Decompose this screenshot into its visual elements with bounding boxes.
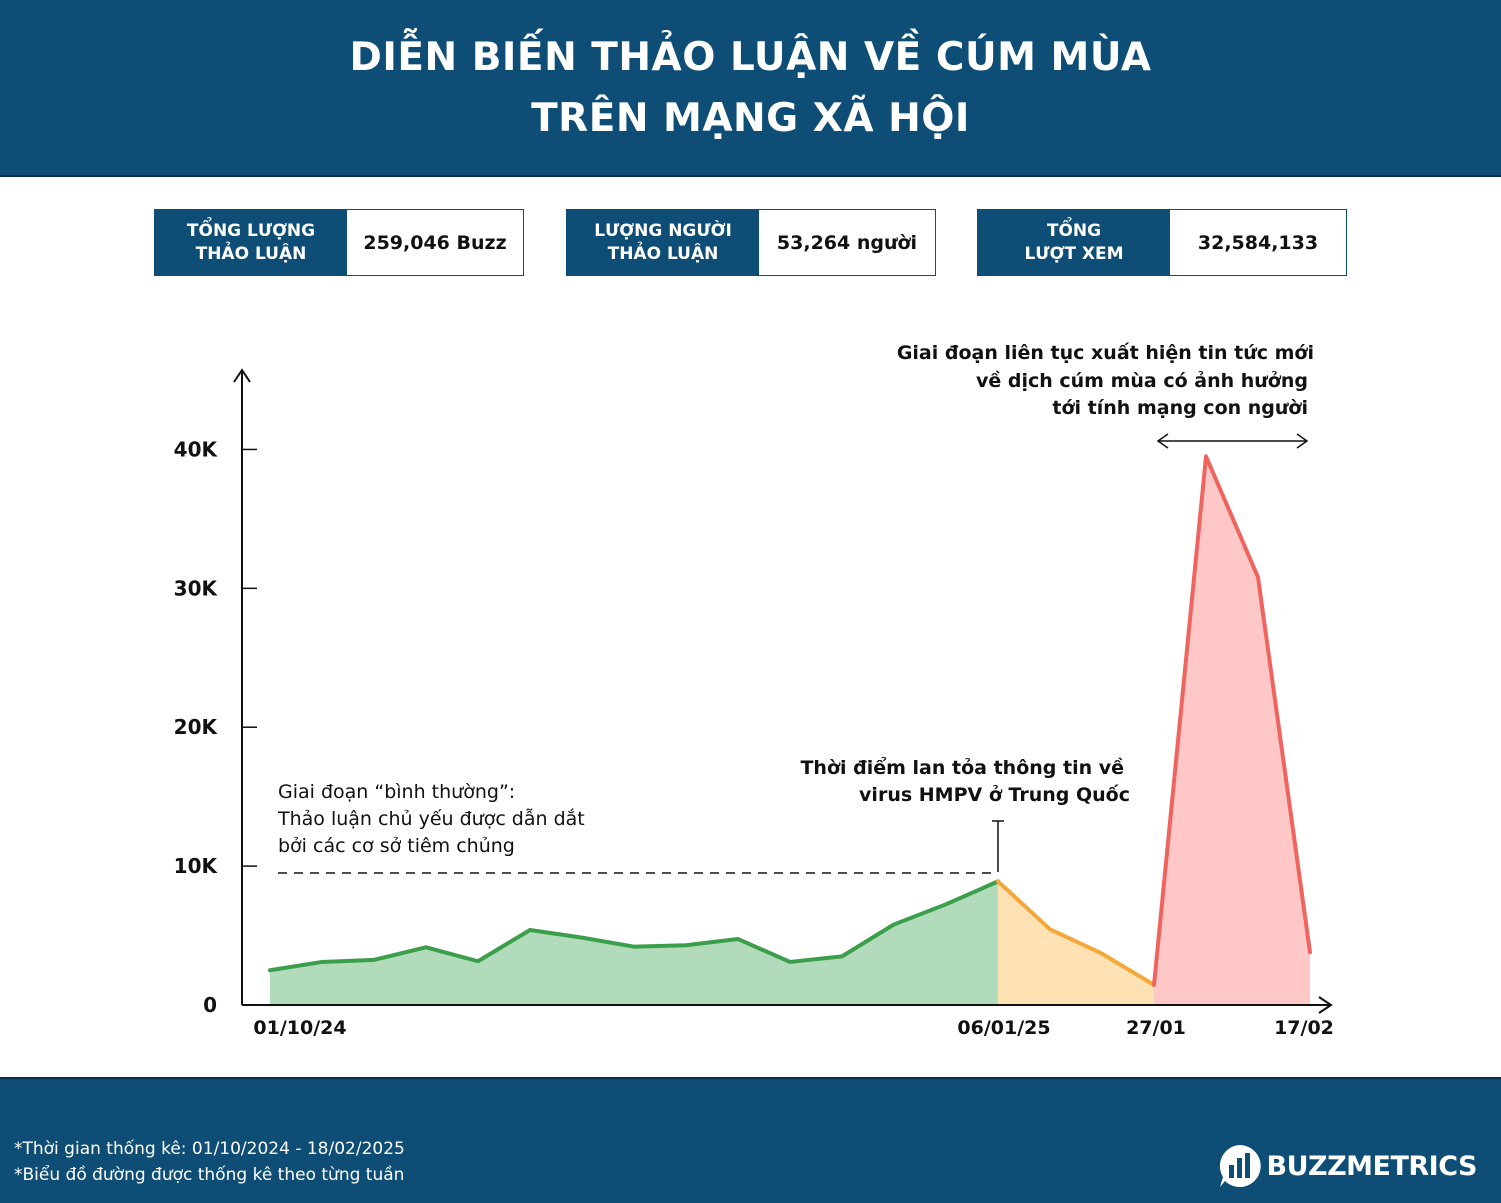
- annotation-news-line-1: Giai đoạn liên tục xuất hiện tin tức mới: [897, 341, 1314, 364]
- stat-total-discussion: TỔNG LƯỢNG THẢO LUẬN 259,046 Buzz: [154, 209, 524, 276]
- annotation-hmpv-line-1: Thời điểm lan tỏa thông tin về: [800, 756, 1124, 779]
- bar-chart-bubble-icon: [1219, 1145, 1261, 1187]
- stat-label: LƯỢNG NGƯỜI THẢO LUẬN: [567, 210, 759, 275]
- stat-label-line-1: TỔNG LƯỢNG: [186, 220, 316, 241]
- stat-total-views: TỔNG LƯỢT XEM 32,584,133: [977, 209, 1347, 276]
- stat-label-line-1: TỔNG: [1046, 220, 1102, 241]
- y-axis-arrow: [233, 368, 251, 383]
- stat-label: TỔNG LƯỢNG THẢO LUẬN: [155, 210, 347, 275]
- annotation-normal-line-3: bởi các cơ sở tiêm chủng: [278, 835, 515, 857]
- page-title-line-1: DIỄN BIẾN THẢO LUẬN VỀ CÚM MÙA: [349, 34, 1152, 80]
- stat-value: 32,584,133: [1197, 231, 1319, 254]
- line-hmpv: [996, 879, 1156, 987]
- header: DIỄN BIẾN THẢO LUẬN VỀ CÚM MÙA TRÊN MẠNG…: [0, 0, 1501, 177]
- page-title-line-2: TRÊN MẠNG XÃ HỘI: [531, 95, 970, 141]
- x-tick-label: 17/02: [1274, 1017, 1334, 1039]
- y-tick-label: 10K: [174, 854, 219, 878]
- area-fills: [270, 456, 1310, 1005]
- y-tick-label: 20K: [174, 715, 219, 739]
- brand-name: BUZZMETRICS: [1266, 1150, 1478, 1182]
- stat-value: 259,046 Buzz: [363, 231, 507, 254]
- axes: [233, 368, 1333, 1014]
- x-ticks: 01/10/24 06/01/25 27/01 17/02: [253, 1017, 1334, 1039]
- footer-note-period: *Thời gian thống kê: 01/10/2024 - 18/02/…: [14, 1139, 405, 1159]
- line-normal: [268, 879, 1000, 973]
- annotation-normal-phase: Giai đoạn “bình thường”: Thảo luận chủ y…: [277, 781, 996, 874]
- news-range-arrow-right: [1296, 433, 1309, 449]
- annotation-normal-line-1: Giai đoạn “bình thường”:: [278, 781, 515, 803]
- y-tick-label: 0: [203, 993, 217, 1017]
- news-range-arrow-left: [1156, 433, 1169, 449]
- y-tick-label: 40K: [174, 437, 219, 461]
- x-tick-label: 27/01: [1126, 1017, 1186, 1039]
- series-lines: [268, 454, 1312, 987]
- area-normal: [270, 881, 998, 1005]
- annotation-news-line-2: về dịch cúm mùa có ảnh hưởng: [976, 369, 1308, 392]
- stat-people-discussing: LƯỢNG NGƯỜI THẢO LUẬN 53,264 người: [566, 209, 936, 276]
- x-tick-label: 01/10/24: [253, 1017, 346, 1039]
- annotation-hmpv: Thời điểm lan tỏa thông tin về virus HMP…: [800, 756, 1130, 872]
- stat-label-line-2: THẢO LUẬN: [607, 243, 719, 264]
- footer-note-weekly: *Biểu đồ đường được thống kê theo từng t…: [14, 1165, 405, 1185]
- annotation-normal-line-2: Thảo luận chủ yếu được dẫn dắt: [277, 807, 585, 830]
- stat-label: TỔNG LƯỢT XEM: [978, 210, 1170, 275]
- y-ticks: 0 10K 20K 30K 40K: [174, 437, 257, 1017]
- stat-label-line-2: THẢO LUẬN: [195, 243, 307, 264]
- y-tick-label: 30K: [174, 576, 219, 600]
- brand-logo: BUZZMETRICS: [1217, 1143, 1478, 1189]
- annotation-news-line-3: tới tính mạng con người: [1052, 397, 1308, 419]
- annotation-hmpv-line-2: virus HMPV ở Trung Quốc: [859, 783, 1130, 806]
- x-tick-label: 06/01/25: [957, 1017, 1050, 1039]
- stat-value: 53,264 người: [776, 231, 918, 254]
- x-axis-arrow: [1318, 996, 1333, 1014]
- line-area-chart: 0 10K 20K 30K 40K 01/10/24 06/01/25 27/01 17/02…: [174, 341, 1334, 1039]
- line-news: [1152, 454, 1312, 987]
- footer: *Thời gian thống kê: 01/10/2024 - 18/02/…: [0, 1077, 1501, 1203]
- annotation-news-phase: Giai đoạn liên tục xuất hiện tin tức mới…: [897, 341, 1314, 449]
- stat-label-line-2: LƯỢT XEM: [1024, 243, 1124, 264]
- stat-label-line-1: LƯỢNG NGƯỜI: [594, 220, 732, 241]
